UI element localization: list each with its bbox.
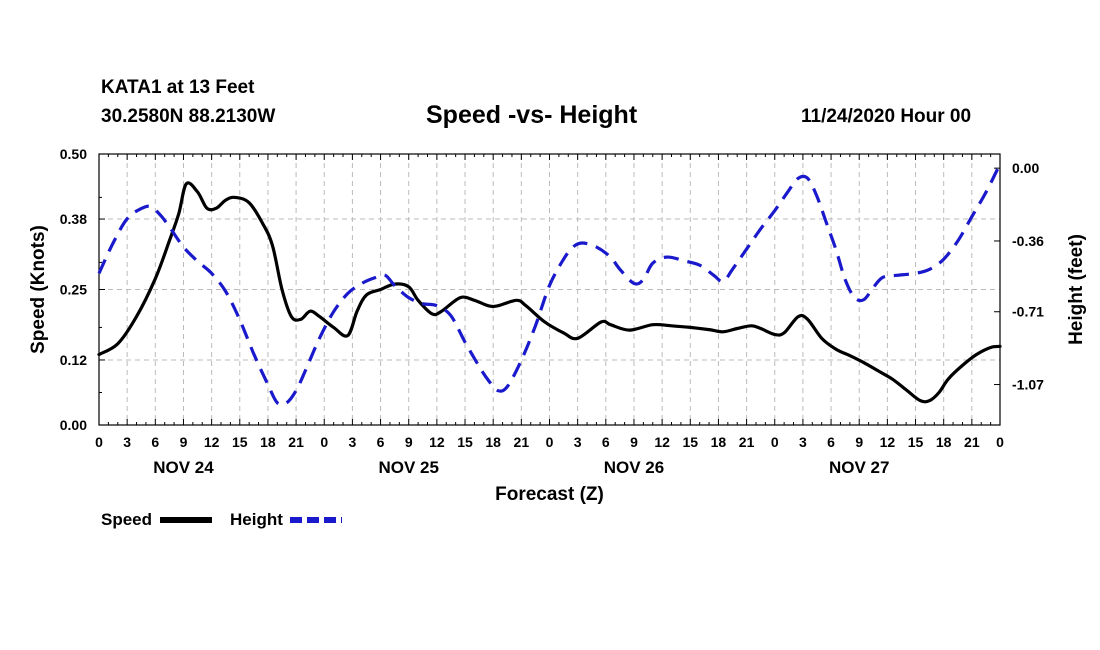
y-left-tick-label: 0.38: [60, 211, 87, 227]
day-label: NOV 25: [378, 458, 438, 477]
chart-title: Speed -vs- Height: [426, 101, 638, 129]
x-tick-label: 3: [799, 434, 807, 450]
day-label: NOV 24: [153, 458, 214, 477]
x-axis-title: Forecast (Z): [495, 484, 604, 505]
y-left-tick-label: 0.00: [60, 417, 87, 433]
legend-label-height: Height: [230, 510, 283, 529]
x-tick-label: 12: [654, 434, 670, 450]
x-tick-label: 0: [996, 434, 1004, 450]
x-tick-label: 9: [855, 434, 863, 450]
x-tick-label: 6: [602, 434, 610, 450]
x-tick-label: 0: [771, 434, 779, 450]
x-tick-label: 18: [936, 434, 952, 450]
x-tick-label: 21: [964, 434, 980, 450]
x-tick-label: 18: [260, 434, 276, 450]
x-tick-label: 12: [880, 434, 896, 450]
x-tick-label: 18: [485, 434, 501, 450]
x-tick-label: 9: [405, 434, 413, 450]
day-label: NOV 27: [829, 458, 889, 477]
grid-lines: [99, 154, 1000, 425]
axis-labels: 0 3 6 9 12 15 18 21 0 3 6 9 12 15 18 21 0 3 6 9 12 15 18 21 0 3 6 9…: [28, 146, 1087, 505]
x-tick-label: 15: [457, 434, 473, 450]
plot-frame: [98, 153, 1001, 426]
x-tick-label: 12: [429, 434, 445, 450]
axes: [98, 153, 1001, 426]
x-tick-label: 18: [711, 434, 727, 450]
forecast-date: 11/24/2020 Hour 00: [801, 106, 972, 127]
station-coordinates: 30.2580N 88.2130W: [101, 106, 276, 127]
x-tick-label: 0: [546, 434, 554, 450]
y-left-tick-label: 0.50: [60, 146, 87, 162]
y-right-tick-label: -0.71: [1012, 304, 1044, 320]
x-tick-label: 6: [827, 434, 835, 450]
y-right-tick-label: 0.00: [1012, 160, 1039, 176]
x-tick-label: 15: [908, 434, 924, 450]
x-tick-label: 15: [682, 434, 698, 450]
x-tick-label: 3: [574, 434, 582, 450]
station-label: KATA1 at 13 Feet: [101, 77, 255, 98]
x-tick-label: 0: [320, 434, 328, 450]
data-series: [97, 163, 1002, 407]
y-right-tick-label: -0.36: [1012, 233, 1044, 249]
y-left-tick-label: 0.12: [60, 352, 87, 368]
x-tick-label: 12: [204, 434, 220, 450]
x-tick-label: 21: [288, 434, 304, 450]
x-tick-label: 0: [95, 434, 103, 450]
x-tick-label: 9: [630, 434, 638, 450]
x-tick-label: 6: [377, 434, 385, 450]
speed-series-line: [97, 181, 1002, 404]
y-left-axis-title: Speed (Knots): [28, 225, 49, 354]
x-tick-label: 21: [739, 434, 755, 450]
x-tick-label: 6: [151, 434, 159, 450]
x-tick-label: 15: [232, 434, 248, 450]
height-series-line: [97, 163, 1002, 407]
day-label: NOV 26: [604, 458, 664, 477]
legend-label-speed: Speed: [101, 510, 152, 529]
x-tick-label: 9: [180, 434, 188, 450]
legend: Speed Height: [101, 510, 342, 529]
x-tick-label: 3: [123, 434, 131, 450]
x-tick-label: 21: [514, 434, 530, 450]
x-tick-label: 3: [349, 434, 357, 450]
y-left-tick-label: 0.25: [60, 282, 87, 298]
y-right-tick-label: -1.07: [1012, 377, 1044, 393]
y-right-axis-title: Height (feet): [1066, 234, 1087, 345]
